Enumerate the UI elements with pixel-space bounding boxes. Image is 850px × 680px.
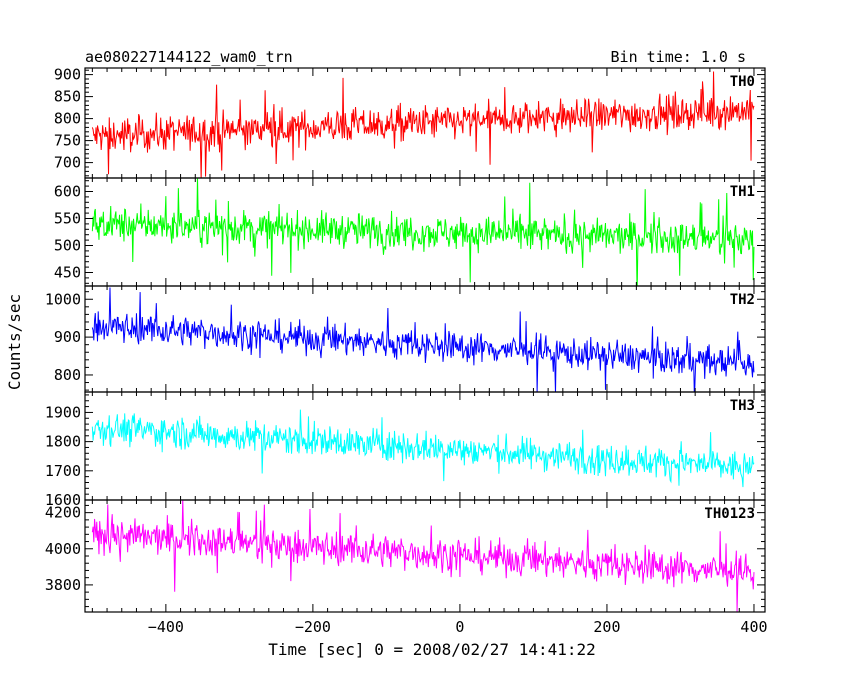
y-tick-label: 1900 [45,403,81,421]
y-tick-label: 850 [54,88,81,106]
panel-label-th2: TH2 [730,292,755,308]
y-tick-label: 900 [54,66,81,84]
x-tick-label: 0 [455,618,464,636]
panel-label-th1: TH1 [730,184,755,200]
series-line-th0123 [91,500,755,612]
series-line-th0 [91,71,755,178]
y-tick-label: 800 [54,366,81,384]
panel-label-th0: TH0 [730,74,755,90]
y-tick-label: 4200 [45,504,81,522]
panel-frame [84,177,766,287]
panels: 700 750 800 850 900 TH0 450 500 550 600 TH1 800 900 1… [45,66,766,613]
panel-th0: 700 750 800 850 900 TH0 [54,66,766,179]
y-tick-label: 3800 [45,576,81,594]
y-tick-label: 700 [54,154,81,172]
x-tick-label: −200 [295,618,331,636]
y-tick-label: 1700 [45,462,81,480]
x-axis-tick-labels: −400 −200 0 200 400 [148,618,768,636]
panel-th2: 800 900 1000 TH2 [45,285,766,393]
y-axis-label: Counts/sec [5,294,24,390]
y-tick-label: 4000 [45,540,81,558]
chart-title: ae080227144122_wam0_trn [85,48,293,66]
y-tick-label: 450 [54,264,81,282]
panel-label-th0123: TH0123 [704,506,755,522]
y-tick-label: 1600 [45,491,81,509]
panel-frame [84,285,766,393]
y-tick-label: 550 [54,210,81,228]
y-tick-label: 500 [54,237,81,255]
series-line-th3 [91,409,755,488]
y-tick-label: 750 [54,132,81,150]
panel-label-th3: TH3 [730,398,755,414]
series-line-th1 [91,178,755,286]
y-tick-label: 600 [54,183,81,201]
y-tick-label: 800 [54,110,81,128]
y-tick-label: 1800 [45,433,81,451]
panel-th0123: 3800 4000 4200 TH0123 [45,499,766,613]
x-tick-label: 200 [593,618,620,636]
y-tick-label: 900 [54,328,81,346]
y-tick-label: 1000 [45,290,81,308]
panel-th3: 1600 1700 1800 1900 TH3 [45,391,766,509]
x-tick-label: 400 [740,618,767,636]
panel-th1: 450 500 550 600 TH1 [54,177,766,287]
series-line-th2 [91,287,755,392]
x-tick-label: −400 [148,618,184,636]
bin-time-label: Bin time: 1.0 s [611,48,746,66]
x-axis-label: Time [sec] 0 = 2008/02/27 14:41:22 [268,640,596,659]
